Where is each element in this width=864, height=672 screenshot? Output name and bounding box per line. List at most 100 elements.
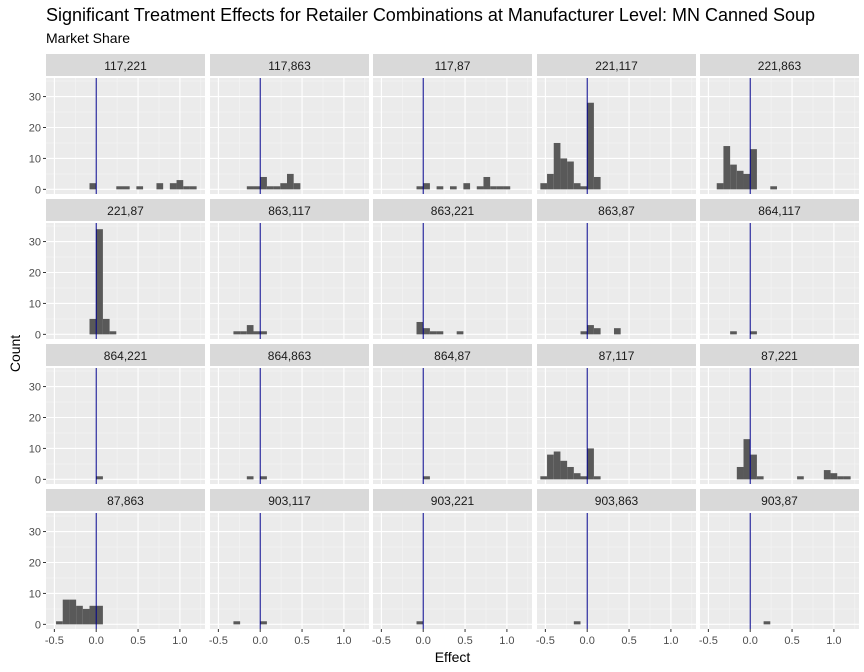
histogram-bar (736, 170, 744, 190)
histogram-bar (233, 331, 241, 335)
histogram-bar (436, 331, 444, 335)
x-tick-label: 0.5 (784, 635, 799, 647)
facet-panel (537, 513, 696, 629)
histogram-bar (553, 142, 561, 190)
histogram-bar (830, 473, 838, 480)
histogram-bar (260, 476, 267, 480)
y-tick-label: 20 (29, 122, 41, 134)
histogram-bar (573, 183, 581, 190)
x-tick-label: 0.0 (89, 635, 104, 647)
histogram-bar (483, 176, 491, 190)
histogram-bar (456, 331, 464, 335)
x-tick-label: 0.5 (130, 635, 145, 647)
histogram-bar (253, 186, 261, 190)
histogram-bar (580, 331, 588, 335)
histogram-bar (547, 173, 554, 190)
x-tick-label: 1.0 (172, 635, 187, 647)
histogram-bar (169, 183, 177, 190)
histogram-bar (156, 183, 164, 190)
histogram-bar (233, 621, 241, 625)
histogram-bar (496, 186, 504, 190)
histogram-bar (423, 328, 430, 335)
histogram-bar (540, 476, 548, 480)
histogram-bar (743, 173, 751, 190)
facet-strip-label: 863,117 (268, 204, 311, 218)
histogram-bar (293, 183, 301, 190)
histogram-bar (587, 325, 594, 335)
histogram-bar (560, 460, 568, 480)
histogram-bar (56, 621, 63, 625)
x-tick-label: 0.0 (580, 635, 595, 647)
facet-strip-label: 863,87 (598, 204, 635, 218)
y-tick-label: 10 (29, 298, 41, 310)
histogram-bar (580, 476, 588, 480)
y-tick-label: 30 (29, 92, 41, 104)
facet-panel (46, 78, 205, 194)
x-tick-label: 0.0 (743, 635, 758, 647)
histogram-bar (96, 229, 103, 335)
histogram-bar (240, 331, 247, 335)
histogram-bar (96, 476, 103, 480)
facet-panel (46, 223, 205, 339)
facet-panel (210, 513, 369, 629)
histogram-bar (436, 186, 444, 190)
x-tick-label: -0.5 (699, 635, 718, 647)
histogram-bar (587, 102, 594, 190)
histogram-bar (89, 183, 97, 190)
facet-panel (700, 513, 859, 629)
facet-strip-label: 864,117 (758, 204, 801, 218)
facet-panel (210, 368, 369, 484)
histogram-bar (89, 605, 97, 625)
histogram-bar (750, 331, 757, 335)
histogram-bar (246, 325, 254, 335)
histogram-bar (416, 621, 424, 625)
histogram-bar (69, 599, 77, 625)
histogram-bar (593, 328, 601, 335)
y-tick-label: 30 (29, 382, 41, 394)
y-tick-label: 0 (35, 329, 41, 341)
histogram-bar (253, 331, 261, 335)
facet-strip-label: 903,863 (595, 494, 639, 508)
histogram-bar (756, 476, 764, 480)
x-tick-label: 1.0 (336, 635, 351, 647)
histogram-bar (560, 158, 568, 190)
facet-strip (700, 344, 859, 366)
histogram-bar (476, 186, 484, 190)
histogram-bar (136, 186, 144, 190)
histogram-bar (82, 608, 90, 625)
facet-panel (700, 368, 859, 484)
histogram-bar (823, 470, 831, 480)
facet-strip (46, 54, 205, 76)
y-tick-label: 30 (29, 237, 41, 249)
x-tick-label: 1.0 (826, 635, 841, 647)
facet-strip (700, 54, 859, 76)
histogram-bar (490, 186, 497, 190)
facet-strip (46, 344, 205, 366)
histogram-bar (96, 605, 103, 625)
facet-strip (537, 344, 696, 366)
facet-strip (537, 199, 696, 221)
histogram-bar (246, 186, 254, 190)
y-tick-label: 10 (29, 443, 41, 455)
x-axis-title: Effect (435, 649, 471, 665)
facet-strip (700, 199, 859, 221)
histogram-bar (423, 183, 430, 190)
histogram-bar (122, 186, 130, 190)
x-tick-label: -0.5 (45, 635, 64, 647)
histogram-bar (763, 621, 771, 625)
facet-strip-label: 221,87 (107, 204, 144, 218)
x-tick-label: -0.5 (209, 635, 228, 647)
histogram-bar (280, 183, 287, 190)
histogram-bar (723, 146, 731, 190)
histogram-bar (423, 476, 430, 480)
facet-strip-label: 903,87 (761, 494, 798, 508)
facet-strip-label: 87,863 (107, 494, 144, 508)
facet-strip (373, 344, 532, 366)
facet-strip (537, 489, 696, 511)
facet-strip (210, 199, 369, 221)
facet-strip-label: 87,117 (599, 349, 635, 363)
facet-strip-label: 117,221 (104, 59, 147, 73)
facet-strip-label: 87,221 (761, 349, 798, 363)
y-tick-label: 0 (35, 184, 41, 196)
histogram-bar (553, 451, 561, 480)
